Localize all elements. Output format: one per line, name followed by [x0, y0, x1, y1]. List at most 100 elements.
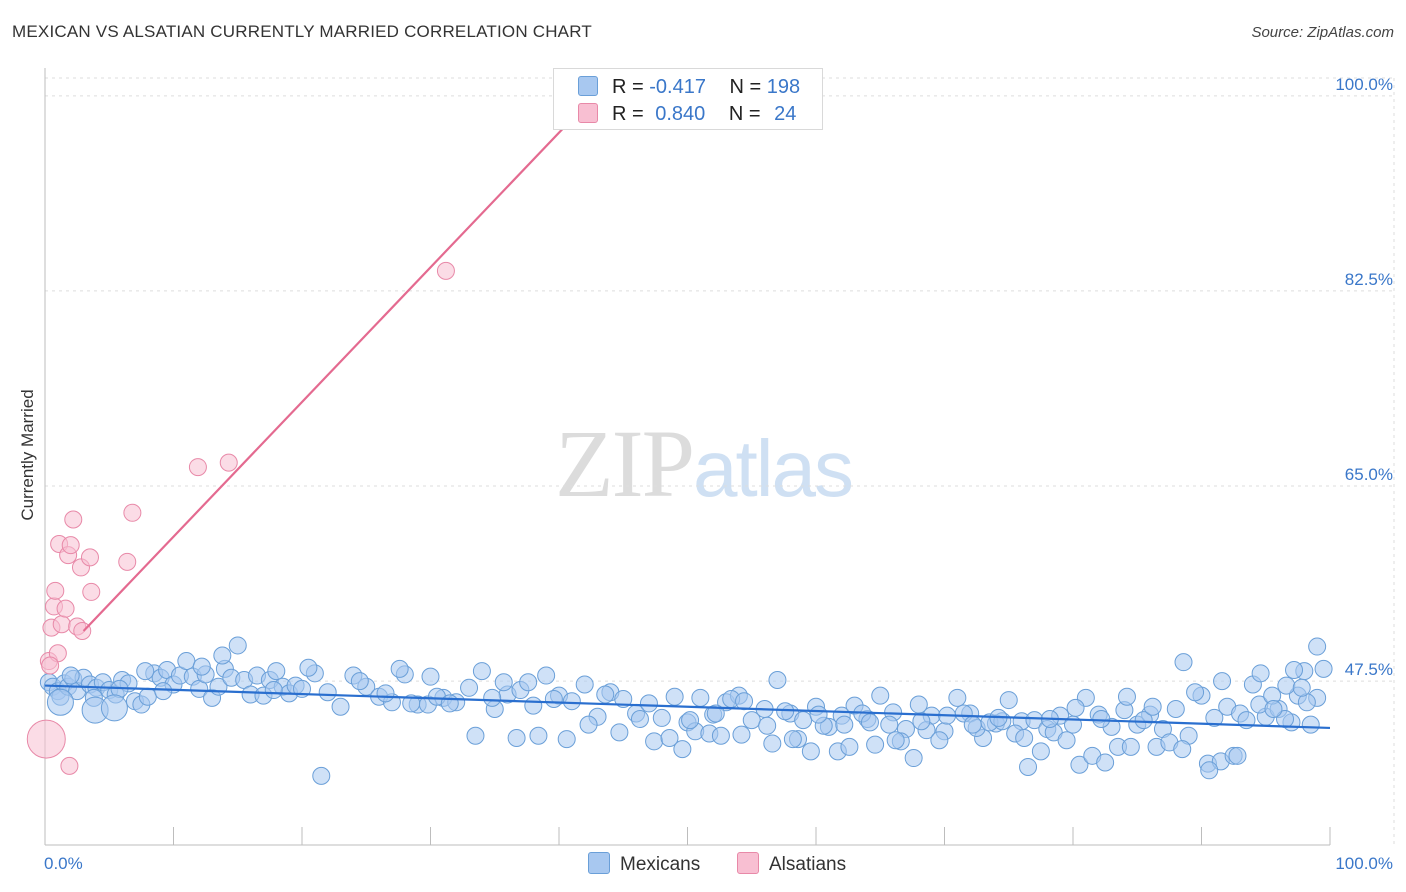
mexican-point: [866, 735, 885, 754]
mexican-point: [537, 666, 556, 685]
bottom-legend-mexicans: Mexicans: [588, 852, 700, 876]
mexican-point: [610, 723, 629, 742]
mexican-point: [999, 691, 1018, 710]
mexican-point: [948, 688, 967, 707]
mexican-point: [614, 689, 633, 708]
mexican-point: [645, 732, 664, 751]
mexican-point: [557, 730, 576, 749]
mexican-point: [213, 646, 232, 665]
mexican-point: [460, 678, 479, 697]
mexican-point: [440, 694, 459, 713]
mexican-point: [483, 688, 502, 707]
y-tick-labels: 47.5% 65.0% 82.5% 100.0%: [1335, 75, 1393, 679]
axes: [44, 68, 1331, 846]
mexican-point: [783, 730, 802, 749]
mexican-point: [1228, 746, 1247, 765]
mexican-point: [596, 685, 615, 704]
mexican-point: [299, 658, 318, 677]
alsatian-point: [64, 510, 83, 529]
alsatian-point: [52, 615, 71, 634]
mexican-point: [136, 662, 155, 681]
mexican-point: [331, 697, 350, 716]
mexican-point: [61, 666, 80, 685]
mexican-point: [1057, 731, 1076, 750]
legend-r-value-mexicans: -0.417: [649, 76, 706, 98]
legend-n-label: N =: [729, 76, 762, 98]
mexican-point: [177, 652, 196, 671]
chart-title: MEXICAN VS ALSATIAN CURRENTLY MARRIED CO…: [12, 22, 592, 41]
mexican-point: [1174, 653, 1193, 672]
y-tick-label: 100.0%: [1335, 75, 1393, 94]
legend-n-label: N =: [728, 103, 761, 125]
legend-row-mexicans: R = -0.417 N = 198: [578, 76, 800, 98]
mexican-point: [1143, 697, 1162, 716]
y-tick-label: 47.5%: [1345, 660, 1393, 679]
mexican-point: [376, 684, 395, 703]
mexican-point: [794, 711, 813, 730]
alsatian-point: [188, 458, 207, 477]
x-tick-labels: 0.0% 100.0%: [44, 854, 1393, 873]
alsatian-point: [118, 552, 137, 571]
alsatian-point: [60, 756, 79, 775]
mexican-point: [466, 726, 485, 745]
mexican-point: [318, 683, 337, 702]
mexican-point: [711, 726, 730, 745]
mexican-point: [1285, 660, 1304, 679]
watermark-zip: ZIP: [555, 410, 695, 517]
mexican-point: [1205, 708, 1224, 727]
bottom-legend-label-mexicans: Mexicans: [620, 854, 701, 875]
mexican-point: [267, 662, 286, 681]
legend-r-label: R =: [612, 103, 644, 125]
mexican-point: [1314, 659, 1333, 678]
legend-n-value-mexicans: 198: [766, 76, 801, 98]
mexican-point: [801, 742, 820, 761]
mexican-point: [871, 686, 890, 705]
mexican-point: [1200, 761, 1219, 780]
mexican-point: [1015, 728, 1034, 747]
mexican-point: [100, 694, 128, 722]
x-tick-label: 0.0%: [44, 854, 83, 873]
mexican-point: [1308, 637, 1327, 656]
mexican-point: [880, 715, 899, 734]
mexican-point: [1301, 715, 1320, 734]
mexican-point: [390, 659, 409, 678]
watermark-atlas: atlas: [693, 424, 854, 513]
mexican-point: [763, 734, 782, 753]
mexican-point: [1066, 698, 1085, 717]
mexican-point: [524, 696, 543, 715]
mexican-point: [706, 704, 725, 723]
alsatian-point: [46, 581, 65, 600]
mexican-point: [673, 740, 692, 759]
correlation-legend: R = -0.417 N = 198 R = 0.840 N = 24: [553, 68, 823, 130]
mexican-point: [1019, 757, 1038, 776]
mexican-point: [519, 673, 538, 692]
mexican-point: [630, 710, 649, 729]
legend-n-value-alsatians: 24: [774, 103, 797, 125]
mexican-point: [579, 715, 598, 734]
mexican-point: [768, 671, 787, 690]
mexican-point: [660, 728, 679, 747]
mexican-point: [1166, 699, 1185, 718]
mexican-point: [421, 667, 440, 686]
mexican-point: [1092, 710, 1111, 729]
mexican-point: [228, 636, 247, 655]
mexican-point: [1134, 711, 1153, 730]
alsatian-point: [436, 261, 455, 280]
mexican-point: [1213, 672, 1232, 691]
mexican-point: [529, 726, 548, 745]
data-points: [26, 261, 1333, 785]
mexican-point: [154, 682, 173, 701]
alsatian-point: [56, 599, 75, 618]
alsatian-trend-line: [82, 125, 567, 632]
legend-swatch-mexicans: [578, 76, 598, 96]
legend-row-alsatians: R = 0.840 N = 24: [578, 103, 796, 125]
mexican-point: [1173, 740, 1192, 759]
bottom-legend-alsatians: Alsatians: [737, 852, 846, 876]
mexican-point: [192, 657, 211, 676]
mexican-point: [562, 692, 581, 711]
y-tick-label: 65.0%: [1345, 465, 1393, 484]
mexican-point: [1117, 687, 1136, 706]
mexican-point: [860, 713, 879, 732]
mexican-trend-line: [44, 684, 1331, 730]
